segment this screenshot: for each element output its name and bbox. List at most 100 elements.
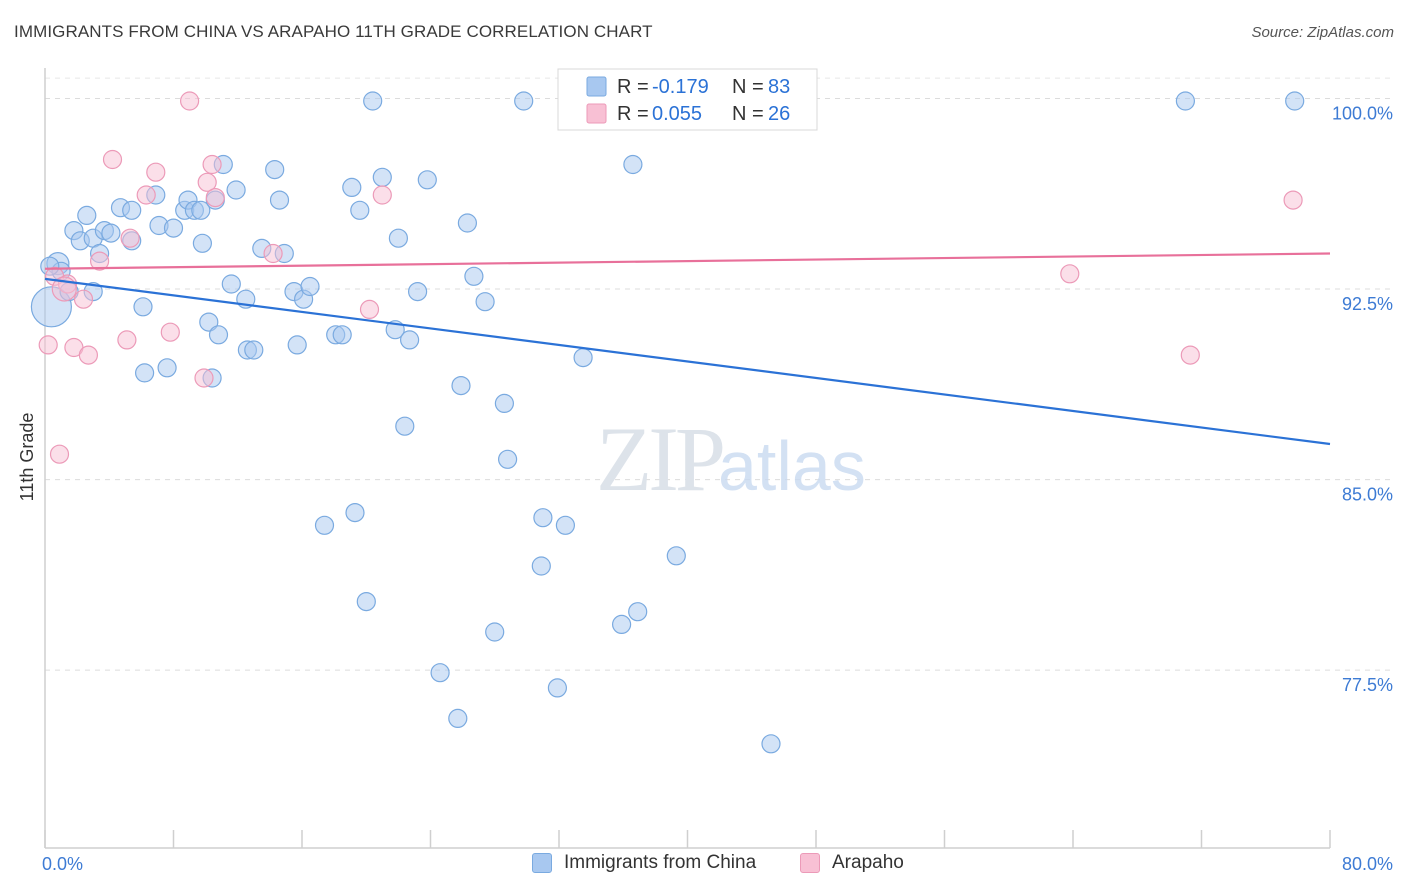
point-china <box>666 546 686 566</box>
legend-swatch-arapaho <box>800 853 820 873</box>
legend-china-n-label: N = <box>732 76 764 98</box>
point-arapaho <box>117 330 137 350</box>
point-china <box>269 190 290 210</box>
point-china <box>1175 91 1196 111</box>
point-china <box>300 276 320 297</box>
grid-lines <box>45 77 1394 671</box>
point-china <box>451 376 471 396</box>
point-arapaho <box>160 322 180 342</box>
legend-arapaho-n-label: N = <box>732 103 764 125</box>
point-china <box>761 734 781 754</box>
point-china <box>208 325 229 345</box>
point-china <box>531 556 551 576</box>
point-arapaho <box>263 243 283 264</box>
point-china <box>157 358 177 378</box>
point-china <box>372 167 392 187</box>
point-arapaho <box>202 154 222 175</box>
y-axis-label: 11th Grade <box>17 413 37 502</box>
point-china <box>350 200 370 220</box>
y-tick-label: 92.5% <box>1342 294 1393 314</box>
point-arapaho <box>136 185 156 205</box>
point-china <box>400 330 420 350</box>
legend-china-r-label: R = <box>617 76 649 98</box>
point-arapaho <box>197 172 217 192</box>
point-china <box>287 335 307 355</box>
point-china <box>628 602 648 622</box>
trend-line-china <box>44 277 1331 446</box>
point-china <box>221 274 241 294</box>
point-china <box>448 708 468 729</box>
point-china <box>135 363 155 383</box>
point-china <box>485 622 505 642</box>
point-china <box>101 223 121 243</box>
point-china <box>332 325 352 345</box>
point-china <box>611 614 632 635</box>
legend-item-arapaho: Arapaho <box>800 852 904 874</box>
point-china <box>265 160 285 180</box>
legend-top: R = -0.179 N = 83 R = 0.055 N = 26 <box>557 68 818 131</box>
point-china <box>345 502 365 523</box>
legend-arapaho-r-value: 0.055 <box>652 103 702 125</box>
legend-item-china: Immigrants from China <box>532 852 756 874</box>
point-china <box>192 233 212 253</box>
point-china <box>555 515 576 535</box>
tick-labels: 77.5% 85.0% 92.5% 100.0% 0.0% 80.0% <box>42 103 1393 874</box>
point-china <box>122 200 142 220</box>
point-china <box>514 91 534 111</box>
data-points <box>30 91 1305 754</box>
point-china <box>623 154 643 175</box>
point-china <box>464 266 484 286</box>
point-arapaho <box>73 289 94 309</box>
point-china <box>475 292 495 312</box>
point-arapaho <box>120 228 140 248</box>
point-arapaho <box>146 162 166 182</box>
point-china <box>133 297 153 317</box>
trend-line-arapaho <box>44 252 1331 270</box>
axes <box>44 68 1331 849</box>
point-arapaho <box>194 368 214 388</box>
point-china <box>430 663 450 683</box>
legend-china-r-value: -0.179 <box>652 76 709 98</box>
legend-china-n-value: 83 <box>768 76 790 98</box>
point-arapaho <box>49 444 70 464</box>
trend-lines <box>44 252 1331 446</box>
y-tick-label: 77.5% <box>1342 675 1393 695</box>
point-arapaho <box>1060 264 1080 284</box>
x-tick-label-min: 0.0% <box>42 854 83 874</box>
point-china <box>494 393 514 413</box>
point-arapaho <box>38 335 58 355</box>
point-arapaho <box>180 91 200 111</box>
point-china <box>77 205 97 225</box>
legend-arapaho-n-value: 26 <box>768 103 790 125</box>
y-tick-label: 85.0% <box>1342 485 1393 505</box>
chart-source: Source: ZipAtlas.com <box>1251 24 1394 41</box>
legend-arapaho-r-label: R = <box>617 103 649 125</box>
point-china <box>417 170 437 190</box>
point-china <box>1285 91 1305 111</box>
point-china <box>342 177 362 197</box>
point-china <box>573 348 593 368</box>
point-arapaho <box>372 185 392 205</box>
legend-arapaho-swatch <box>586 103 607 124</box>
legend-swatch-china <box>532 853 552 873</box>
point-china <box>457 213 477 233</box>
watermark-zip: ZIP <box>596 408 723 510</box>
point-china <box>395 416 415 436</box>
point-china <box>244 340 264 360</box>
legend-label-china: Immigrants from China <box>564 852 757 873</box>
point-arapaho <box>102 149 123 170</box>
point-china <box>191 200 211 220</box>
chart-title: IMMIGRANTS FROM CHINA VS ARAPAHO 11TH GR… <box>14 22 653 41</box>
point-china <box>533 508 553 528</box>
legend-bottom: Immigrants from China Arapaho <box>0 852 1406 878</box>
point-arapaho <box>359 299 380 319</box>
legend-china-swatch <box>586 76 607 97</box>
point-arapaho <box>205 188 225 208</box>
point-china <box>363 91 383 111</box>
point-arapaho <box>1283 190 1303 210</box>
point-china <box>388 228 408 248</box>
point-china <box>356 591 376 612</box>
point-arapaho <box>78 345 99 365</box>
point-china <box>314 515 335 535</box>
